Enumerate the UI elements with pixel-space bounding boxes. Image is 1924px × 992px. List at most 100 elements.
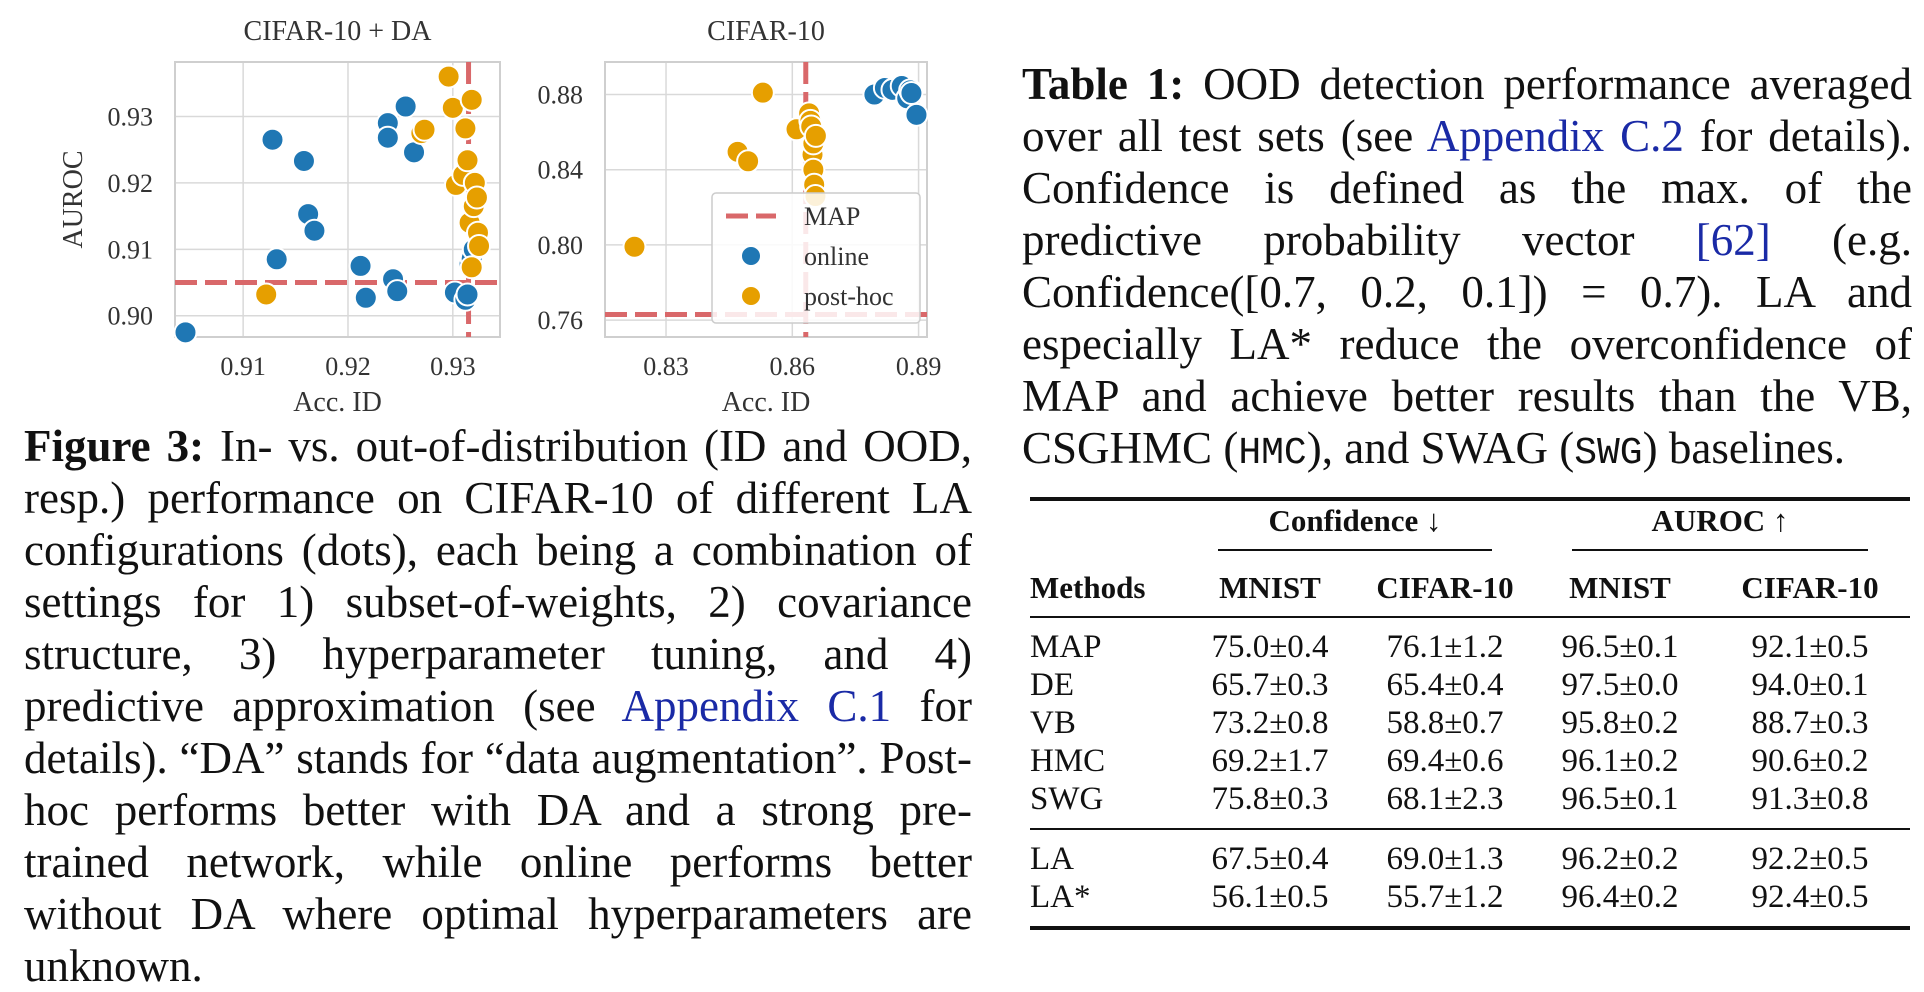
- legend-box: [711, 192, 921, 324]
- plot-frame: [604, 61, 928, 338]
- appendix-c2-link[interactable]: Appendix C.2: [1426, 111, 1684, 161]
- value-cell: 69.2±1.7: [1211, 743, 1329, 779]
- online-point: [899, 81, 924, 106]
- table-caption-text-4: ), and SWAG (: [1306, 423, 1575, 473]
- value-cell: 69.0±1.3: [1386, 841, 1504, 877]
- appendix-c1-link[interactable]: Appendix C.1: [621, 681, 892, 731]
- online-point: [353, 285, 378, 310]
- post-hoc-point: [464, 185, 489, 210]
- y-tick-label: 0.90: [108, 302, 154, 331]
- x-tick-label: 0.92: [325, 352, 371, 381]
- table-row: DE 65.7±0.3 65.4±0.4 97.5±0.0 94.0±0.1: [1030, 666, 1910, 704]
- online-point: [904, 102, 929, 127]
- y-tick-label: 0.84: [538, 156, 584, 185]
- post-hoc-point: [436, 64, 461, 89]
- value-cell: 96.1±0.2: [1561, 743, 1679, 779]
- method-cell: VB: [1030, 705, 1076, 741]
- value-cell: 65.4±0.4: [1386, 667, 1504, 703]
- online-point: [264, 247, 289, 272]
- table-row: SWG 75.8±0.3 68.1±2.3 96.5±0.1 91.3±0.8: [1030, 780, 1910, 829]
- x-axis-label: Acc. ID: [293, 387, 382, 418]
- table-row: LA 67.5±0.4 69.0±1.3 96.2±0.2 92.2±0.5: [1030, 829, 1910, 878]
- post-hoc-point: [467, 233, 492, 258]
- post-hoc-point: [459, 87, 484, 112]
- figure-caption: Figure 3: In- vs. out-of-distribution (I…: [24, 420, 972, 992]
- value-cell: 96.4±0.2: [1561, 879, 1679, 915]
- online-point: [260, 127, 285, 152]
- y-tick-label: 0.93: [108, 102, 154, 131]
- post-hoc-point: [459, 255, 484, 280]
- table-row: MAP 75.0±0.4 76.1±1.2 96.5±0.1 92.1±0.5: [1030, 617, 1910, 666]
- value-cell: 58.8±0.7: [1386, 705, 1504, 741]
- value-cell: 75.0±0.4: [1211, 629, 1329, 665]
- figure-caption-text-2: for details). “DA” stands for “data augm…: [24, 681, 972, 991]
- online-point: [173, 320, 198, 345]
- table-caption: Table 1: OOD detection performance avera…: [1022, 58, 1912, 480]
- table-caption-text-5: ) baselines.: [1642, 423, 1846, 473]
- value-cell: 92.4±0.5: [1751, 879, 1869, 915]
- citation-62-link[interactable]: [62]: [1695, 215, 1771, 265]
- x-tick-label: 0.86: [770, 352, 816, 381]
- legend-label: post-hoc: [804, 282, 894, 311]
- legend-label: MAP: [804, 202, 860, 231]
- figure-caption-label: Figure 3:: [24, 421, 205, 471]
- la-rows: LA 67.5±0.4 69.0±1.3 96.2±0.2 92.2±0.5 LA* 56.…: [1030, 829, 1910, 928]
- post-hoc-point: [803, 123, 828, 148]
- value-cell: 94.0±0.1: [1751, 667, 1869, 703]
- online-point: [393, 94, 418, 119]
- legend-online-swatch: [740, 245, 762, 267]
- value-cell: 67.5±0.4: [1211, 841, 1329, 877]
- value-cell: 91.3±0.8: [1751, 781, 1869, 817]
- online-point: [291, 148, 316, 173]
- results-table: Confidence ↓ AUROC ↑ Methods MNIST CIFAR…: [1030, 497, 1910, 930]
- table-caption-text-3: (e.g. Confidence([0.7, 0.2, 0.1]) = 0.7)…: [1022, 215, 1912, 473]
- method-cell: HMC: [1030, 743, 1106, 779]
- mnist-auroc-header: MNIST: [1569, 569, 1671, 605]
- x-axis-label: Acc. ID: [722, 387, 811, 418]
- post-hoc-point: [750, 80, 775, 105]
- method-cell: MAP: [1030, 629, 1102, 665]
- x-tick-label: 0.89: [896, 352, 942, 381]
- value-cell: 92.2±0.5: [1751, 841, 1869, 877]
- y-tick-label: 0.88: [538, 81, 584, 110]
- value-cell: 75.8±0.3: [1211, 781, 1329, 817]
- table-row: VB 73.2±0.8 58.8±0.7 95.8±0.2 88.7±0.3: [1030, 704, 1910, 742]
- method-cell: LA: [1030, 841, 1074, 877]
- x-tick-label: 0.91: [220, 352, 266, 381]
- table-row: LA* 56.1±0.5 55.7±1.2 96.4±0.2 92.4±0.5: [1030, 878, 1910, 928]
- post-hoc-point: [455, 148, 480, 173]
- scatter-charts: 0.91 0.92 0.93 0.90 0.91 0.92 0.93 CIFAR-10 + D…: [58, 16, 942, 418]
- chart-title: CIFAR-10: [707, 16, 825, 47]
- online-point: [455, 282, 480, 307]
- value-cell: 56.1±0.5: [1211, 879, 1329, 915]
- value-cell: 55.7±1.2: [1386, 879, 1504, 915]
- method-cell: SWG: [1030, 781, 1104, 817]
- online-point: [375, 125, 400, 150]
- post-hoc-point: [412, 117, 437, 142]
- y-tick-label: 0.80: [538, 231, 584, 260]
- y-tick-label: 0.92: [108, 169, 154, 198]
- confidence-group-header: Confidence ↓: [1218, 503, 1492, 551]
- value-cell: 95.8±0.2: [1561, 705, 1679, 741]
- online-point: [302, 218, 327, 243]
- legend-post-hoc-swatch: [740, 285, 762, 307]
- value-cell: 73.2±0.8: [1211, 705, 1329, 741]
- hmc-code: HMC: [1238, 432, 1307, 475]
- mnist-confidence-header: MNIST: [1219, 569, 1321, 605]
- cifar-confidence-header: CIFAR-10: [1376, 569, 1514, 605]
- swg-code: SWG: [1574, 432, 1643, 475]
- value-cell: 96.2±0.2: [1561, 841, 1679, 877]
- value-cell: 96.5±0.1: [1561, 629, 1679, 665]
- online-point: [348, 253, 373, 278]
- table-row: HMC 69.2±1.7 69.4±0.6 96.1±0.2 90.6±0.2: [1030, 742, 1910, 780]
- table-caption-label: Table 1:: [1022, 59, 1185, 109]
- x-tick-label: 0.93: [430, 352, 476, 381]
- value-cell: 92.1±0.5: [1751, 629, 1869, 665]
- value-cell: 69.4±0.6: [1386, 743, 1504, 779]
- methods-header: Methods: [1030, 569, 1146, 605]
- value-cell: 76.1±1.2: [1386, 629, 1504, 665]
- value-cell: 68.1±2.3: [1386, 781, 1504, 817]
- cifar-auroc-header: CIFAR-10: [1741, 569, 1879, 605]
- x-tick-label: 0.83: [643, 352, 689, 381]
- figure-caption-text-1: In- vs. out-of-distribution (ID and OOD,…: [24, 421, 972, 731]
